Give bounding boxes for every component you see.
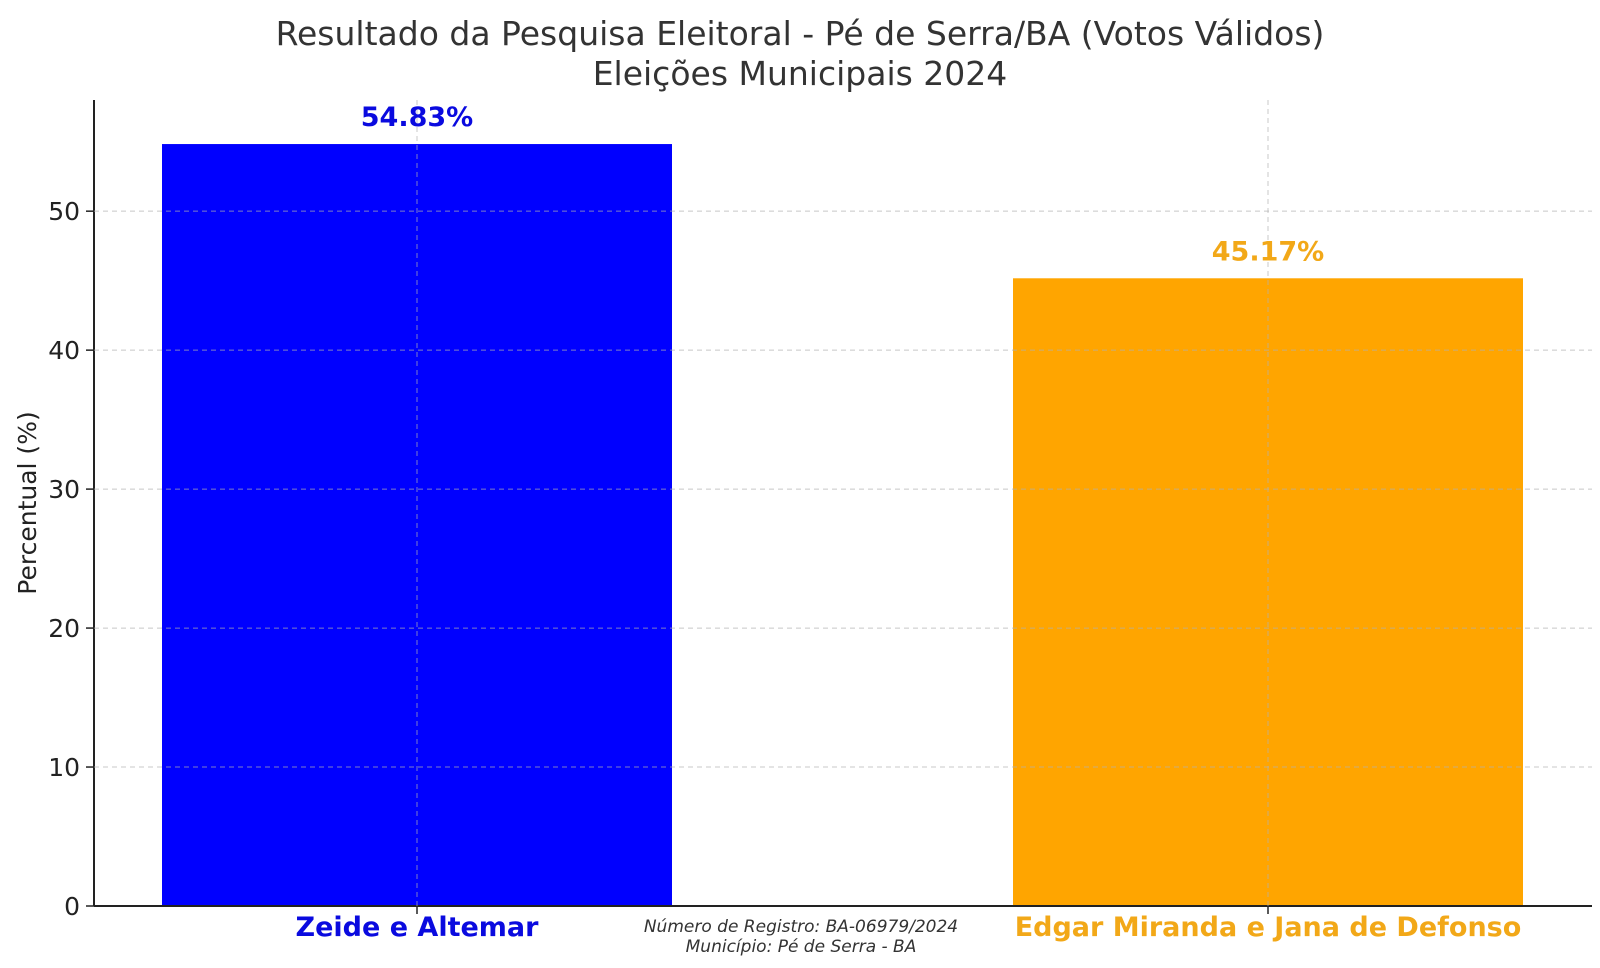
footer-notes: Número de Registro: BA-06979/2024 Municí…	[644, 917, 958, 957]
x-tick-label: Zeide e Altemar	[296, 912, 540, 943]
municipality-note: Município: Pé de Serra - BA	[686, 937, 917, 957]
y-tick-label: 30	[48, 475, 80, 504]
x-tick-label: Edgar Miranda e Jana de Defonso	[1015, 912, 1522, 943]
y-tick-label: 0	[64, 892, 80, 921]
registration-note: Número de Registro: BA-06979/2024	[644, 917, 958, 937]
bar-value-label: 45.17%	[1212, 236, 1324, 267]
y-tick-label: 40	[48, 336, 80, 365]
chart-title: Resultado da Pesquisa Eleitoral - Pé de …	[275, 14, 1325, 53]
y-tick-label: 50	[48, 197, 80, 226]
y-tick-label: 10	[48, 753, 80, 782]
y-tick-label: 20	[48, 614, 80, 643]
y-axis-label: Percentual (%)	[13, 411, 42, 594]
axes: Percentual (%) 0 10 20 30 40 50	[13, 100, 1592, 921]
bar-value-label: 54.83%	[361, 102, 473, 133]
data-labels: 54.83% 45.17% Zeide e Altemar Edgar Miranda…	[296, 102, 1522, 943]
chart-subtitle: Eleições Municipais 2024	[592, 54, 1008, 93]
